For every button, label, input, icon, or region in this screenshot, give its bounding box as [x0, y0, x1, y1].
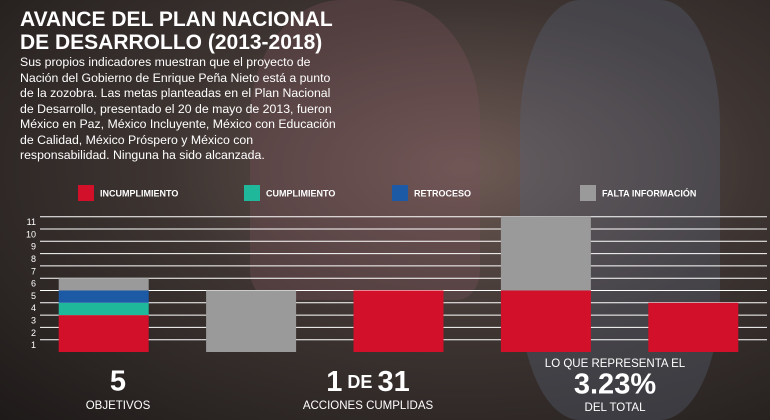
- y-tick-label: 5: [31, 291, 36, 301]
- y-tick-label: 11: [27, 217, 36, 227]
- stat-label: ACCIONES CUMPLIDAS: [303, 400, 434, 412]
- bar-segment: [58, 302, 149, 316]
- bar-segment: [500, 290, 591, 352]
- legend-label: CUMPLIMIENTO: [266, 188, 335, 198]
- legend-swatch: [78, 185, 94, 201]
- y-tick-label: 9: [31, 242, 36, 252]
- y-tick-label: 3: [31, 315, 36, 325]
- stat-label: DEL TOTAL: [585, 402, 647, 414]
- legend-label: FALTA INFORMACIÓN: [602, 187, 696, 198]
- legend-swatch: [244, 185, 260, 201]
- bar-segment: [500, 216, 591, 291]
- y-tick-label: 1: [31, 340, 36, 350]
- legend-swatch: [580, 185, 596, 201]
- bar-segment: [353, 290, 444, 352]
- stat-intro: LO QUE REPRESENTA EL: [545, 358, 686, 370]
- y-tick-label: 10: [26, 229, 36, 239]
- stat-number: 5: [110, 366, 126, 398]
- legend-swatch: [392, 185, 408, 201]
- stat-number: 3.23%: [574, 369, 656, 401]
- stat-number-part: DE: [347, 372, 372, 392]
- bar-segment: [648, 302, 739, 352]
- stat-number-part: 1: [326, 366, 342, 398]
- y-tick-label: 2: [31, 328, 36, 338]
- bar-segment: [58, 290, 149, 303]
- y-tick-label: 7: [31, 266, 36, 276]
- bar-segment: [58, 315, 149, 352]
- y-tick-label: 6: [31, 279, 36, 289]
- legend-label: INCUMPLIMIENTO: [100, 188, 178, 198]
- y-tick-label: 8: [31, 254, 36, 264]
- bar-segment: [206, 290, 297, 352]
- chart-title: AVANCE DEL PLAN NACIONAL DE DESARROLLO (…: [20, 8, 333, 54]
- legend-label: RETROCESO: [414, 188, 471, 198]
- chart-subtitle: Sus propios indicadores muestran que el …: [20, 55, 336, 162]
- stat-number-part: 31: [377, 366, 409, 398]
- photo-figure: [250, 0, 480, 300]
- stat-label: OBJETIVOS: [86, 400, 151, 412]
- bar-segment: [58, 278, 149, 291]
- y-tick-label: 4: [31, 303, 36, 313]
- stat-number: 1 DE 31: [326, 366, 409, 398]
